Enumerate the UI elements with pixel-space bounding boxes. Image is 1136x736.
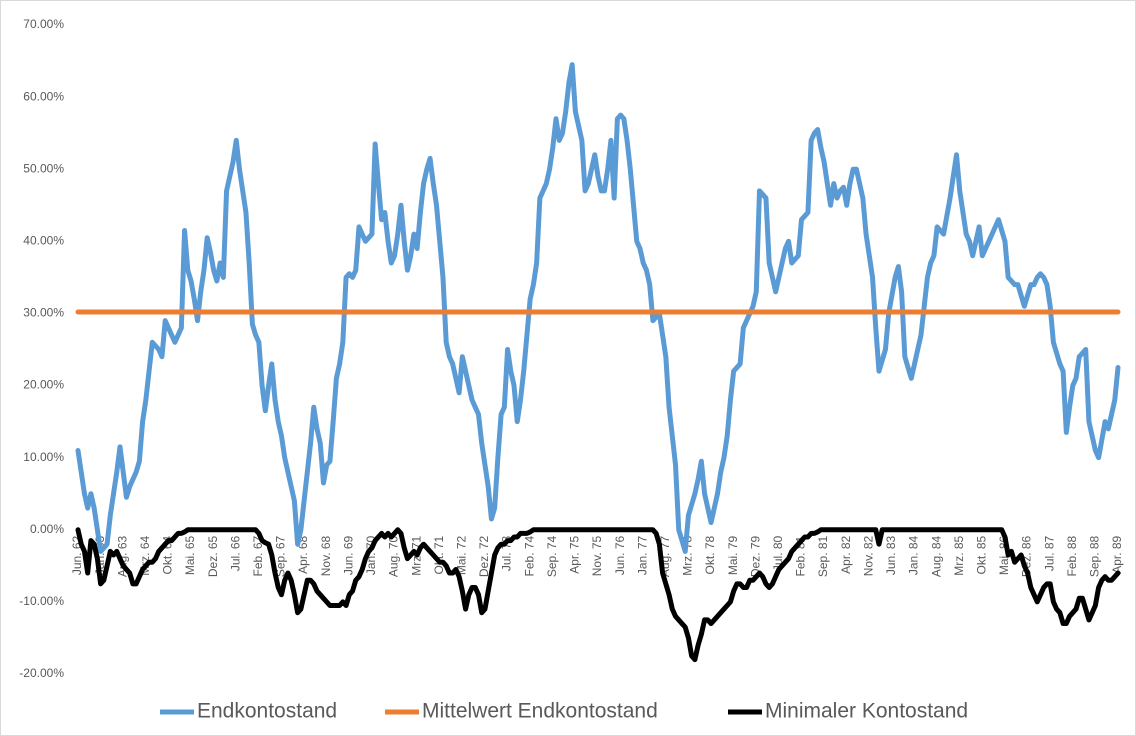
- x-tick-label: Mai. 65: [183, 535, 197, 575]
- x-tick-label: Sep. 74: [545, 535, 559, 577]
- x-tick-label: Jan. 84: [907, 535, 921, 575]
- x-tick-label: Feb. 67: [251, 535, 265, 576]
- x-tick-label: Sep. 67: [274, 535, 288, 577]
- x-tick-label: Jan. 77: [635, 535, 649, 575]
- x-tick-label: Aug. 70: [387, 535, 401, 577]
- y-tick-label: 40.00%: [23, 234, 64, 248]
- x-tick-label: Mrz. 85: [952, 535, 966, 575]
- y-tick-label: -10.00%: [19, 594, 64, 608]
- x-tick-label: Mai. 72: [455, 535, 469, 575]
- x-tick-label: Okt. 85: [975, 535, 989, 574]
- x-tick-label: Jul. 87: [1042, 535, 1056, 571]
- x-tick-label: Nov. 82: [861, 535, 875, 576]
- x-tick-label: Dez. 72: [477, 535, 491, 577]
- series-line: [75, 62, 1121, 554]
- x-tick-label: Apr. 82: [839, 535, 853, 573]
- y-tick-label: 20.00%: [23, 378, 64, 392]
- legend-label: Endkontostand: [197, 700, 337, 723]
- y-tick-label: 30.00%: [23, 306, 64, 320]
- y-tick-label: 10.00%: [23, 450, 64, 464]
- series-line: [75, 527, 1121, 663]
- y-tick-label: 70.00%: [23, 17, 64, 31]
- x-tick-label: Sep. 88: [1088, 535, 1102, 577]
- y-tick-label: -20.00%: [19, 666, 64, 680]
- x-tick-label: Jun. 76: [613, 535, 627, 575]
- legend-label: Minimaler Kontostand: [765, 700, 968, 723]
- x-tick-label: Dez. 79: [748, 535, 762, 577]
- x-tick-label: Jul. 80: [771, 535, 785, 571]
- x-tick-label: Jun. 69: [341, 535, 355, 575]
- x-tick-label: Feb. 74: [522, 535, 536, 576]
- y-tick-label: 60.00%: [23, 89, 64, 103]
- x-tick-label: Dez. 65: [206, 535, 220, 577]
- x-tick-label: Jun. 83: [884, 535, 898, 575]
- x-tick-label: Feb. 88: [1065, 535, 1079, 576]
- x-tick-label: Nov. 75: [590, 535, 604, 576]
- x-tick-label: Nov. 68: [319, 535, 333, 576]
- x-tick-label: Okt. 78: [703, 535, 717, 574]
- x-tick-label: Jul. 66: [228, 535, 242, 571]
- x-tick-label: Mai. 79: [726, 535, 740, 575]
- y-tick-label: 0.00%: [30, 522, 64, 536]
- x-tick-label: Apr. 89: [1110, 535, 1124, 573]
- y-tick-label: 50.00%: [23, 161, 64, 175]
- x-tick-label: Sep. 81: [816, 535, 830, 577]
- x-tick-label: Aug. 84: [929, 535, 943, 577]
- legend-label: Mittelwert Endkontostand: [422, 700, 658, 723]
- x-tick-label: Apr. 75: [568, 535, 582, 573]
